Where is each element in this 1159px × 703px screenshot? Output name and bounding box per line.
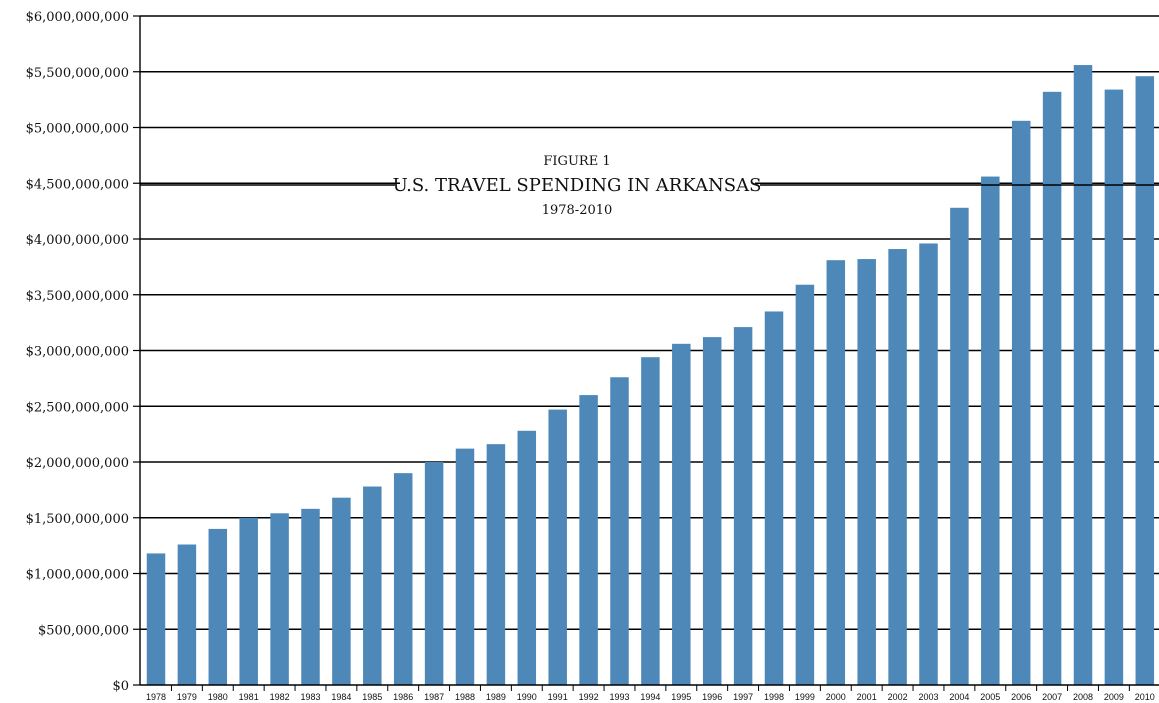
bar-1978 — [146, 553, 166, 685]
bars — [146, 65, 1155, 686]
x-tick-label: 1999 — [795, 692, 815, 702]
y-tick-label: $2,500,000,000 — [26, 400, 129, 415]
y-tick-label: $2,000,000,000 — [26, 456, 129, 471]
bar-1995 — [672, 343, 691, 685]
bar-2004 — [950, 207, 969, 685]
x-tick-label: 1986 — [393, 692, 413, 702]
chart-subtitle: 1978-2010 — [542, 203, 613, 218]
x-tick-label: 1997 — [733, 692, 753, 702]
x-tick-label: 2000 — [826, 692, 846, 702]
x-tick-label: 2006 — [1011, 692, 1031, 702]
x-tick-label: 2008 — [1073, 692, 1093, 702]
bar-1991 — [548, 409, 567, 685]
bar-1997 — [733, 327, 753, 685]
x-tick-label: 2002 — [888, 692, 908, 702]
x-tick-label: 1994 — [640, 692, 660, 702]
x-tick-label: 1978 — [146, 692, 166, 702]
y-tick-label: $4,500,000,000 — [26, 177, 129, 192]
bar-2005 — [981, 176, 1000, 685]
x-axis-tick-labels: 1978 1979 1980 1981 1982 1983 1984 1985 1986 1987… — [146, 685, 1155, 702]
x-tick-label: 1989 — [486, 692, 506, 702]
bar-1998 — [764, 311, 784, 685]
y-tick-label: $1,500,000,000 — [26, 512, 129, 527]
y-tick-label: $1,000,000,000 — [26, 568, 129, 583]
bar-1999 — [795, 284, 815, 685]
x-tick-label: 2009 — [1104, 692, 1124, 702]
y-tick-label: $6,000,000,000 — [26, 10, 129, 25]
bar-1996 — [702, 337, 722, 685]
bar-1982 — [270, 513, 289, 685]
x-tick-label: 1984 — [331, 692, 351, 702]
bar-2000 — [826, 260, 846, 685]
y-tick-label: $0 — [112, 679, 129, 694]
y-tick-label: $500,000,000 — [38, 623, 129, 638]
bar-1980 — [208, 528, 228, 685]
axes — [139, 16, 1159, 686]
x-tick-label: 1998 — [764, 692, 784, 702]
x-tick-label: 2003 — [918, 692, 938, 702]
bar-2009 — [1104, 89, 1124, 686]
x-tick-label: 2004 — [949, 692, 969, 702]
x-tick-label: 1985 — [362, 692, 382, 702]
y-tick-label: $3,000,000,000 — [26, 345, 129, 360]
x-tick-label: 1982 — [270, 692, 290, 702]
x-tick-label: 1988 — [455, 692, 475, 702]
bar-2008 — [1073, 65, 1093, 685]
title-background — [400, 146, 755, 226]
chart-title: U.S. TRAVEL SPENDING IN ARKANSAS — [393, 175, 762, 196]
x-tick-label: 1981 — [239, 692, 259, 702]
bar-1986 — [393, 473, 413, 685]
x-tick-label: 1979 — [177, 692, 197, 702]
x-tick-label: 1993 — [609, 692, 629, 702]
bar-2007 — [1042, 91, 1062, 685]
bar-2003 — [919, 243, 938, 685]
x-tick-label: 2010 — [1135, 692, 1155, 702]
y-tick-label: $5,000,000,000 — [26, 122, 129, 137]
x-tick-label: 2001 — [857, 692, 877, 702]
bar-1981 — [239, 517, 258, 685]
x-tick-label: 1983 — [300, 692, 320, 702]
x-tick-label: 2005 — [980, 692, 1000, 702]
x-tick-label: 1990 — [517, 692, 537, 702]
bar-1979 — [177, 544, 197, 685]
bar-1989 — [486, 444, 506, 685]
figure-label: FIGURE 1 — [543, 154, 610, 169]
bar-2001 — [857, 259, 876, 685]
bar-1994 — [641, 357, 660, 685]
x-tick-label: 1991 — [548, 692, 568, 702]
x-tick-label: 1987 — [424, 692, 444, 702]
bar-2006 — [1011, 120, 1031, 685]
bar-1987 — [424, 462, 444, 685]
bar-1983 — [301, 508, 320, 685]
bar-2010 — [1135, 76, 1155, 685]
x-tick-label: 1980 — [208, 692, 228, 702]
bar-2002 — [888, 249, 907, 685]
x-tick-label: 2007 — [1042, 692, 1062, 702]
bar-1990 — [517, 430, 537, 685]
y-tick-label: $5,500,000,000 — [26, 66, 129, 81]
x-tick-label: 1996 — [702, 692, 722, 702]
bar-1984 — [332, 497, 351, 685]
bar-1988 — [455, 448, 475, 685]
x-tick-label: 1992 — [579, 692, 599, 702]
bar-1993 — [610, 377, 629, 685]
y-tick-label: $4,000,000,000 — [26, 233, 129, 248]
bar-1992 — [579, 395, 598, 685]
bar-1985 — [363, 486, 382, 685]
y-tick-label: $3,500,000,000 — [26, 289, 129, 304]
y-axis-tick-labels: $0 $500,000,000 $1,000,000,000 $1,500,000,0… — [26, 10, 140, 694]
x-tick-label: 1995 — [671, 692, 691, 702]
title-block: FIGURE 1 U.S. TRAVEL SPENDING IN ARKANSA… — [140, 146, 1159, 226]
